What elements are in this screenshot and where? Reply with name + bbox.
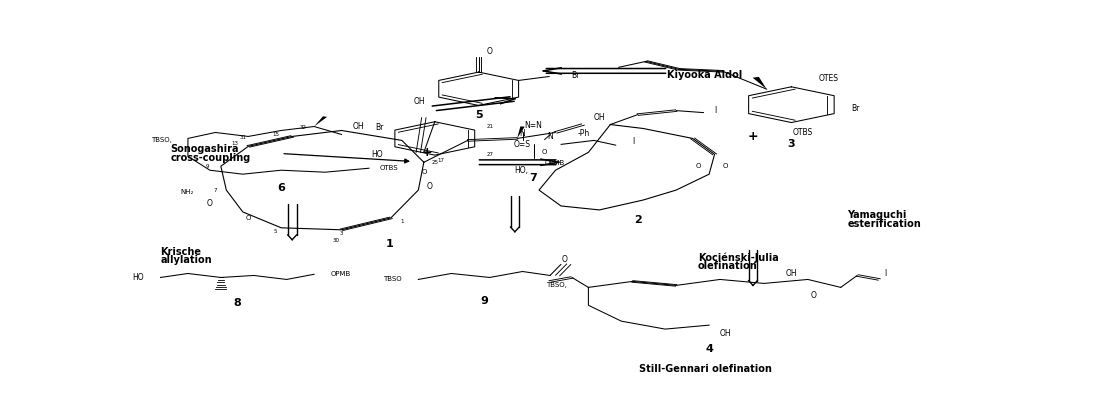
Text: 32: 32 — [299, 125, 307, 130]
Text: 17: 17 — [437, 158, 444, 163]
Text: OTBS: OTBS — [792, 128, 813, 137]
Text: NH₂: NH₂ — [180, 189, 194, 195]
Text: 30: 30 — [332, 238, 340, 243]
Text: 4: 4 — [705, 344, 713, 354]
Text: N: N — [547, 132, 553, 141]
Text: -Ph: -Ph — [578, 129, 590, 138]
Text: 7: 7 — [213, 188, 217, 192]
Text: N: N — [519, 129, 526, 138]
Text: O: O — [486, 47, 493, 56]
Text: HO: HO — [372, 150, 383, 159]
Text: O: O — [561, 255, 568, 264]
Text: 15: 15 — [272, 132, 279, 137]
Polygon shape — [517, 126, 525, 138]
Text: OH: OH — [785, 269, 798, 278]
Text: OTES: OTES — [818, 74, 839, 83]
Text: TBSO,: TBSO, — [546, 282, 566, 288]
Text: 27: 27 — [486, 152, 494, 157]
Text: OH: OH — [352, 122, 364, 131]
Text: esterification: esterification — [847, 219, 921, 229]
Polygon shape — [315, 116, 327, 126]
Text: O: O — [695, 163, 701, 169]
Text: 6: 6 — [277, 183, 285, 193]
Text: 8: 8 — [233, 298, 241, 308]
Text: +: + — [421, 146, 432, 159]
Polygon shape — [752, 77, 767, 89]
Text: 3: 3 — [788, 139, 795, 149]
Text: 9: 9 — [206, 164, 209, 169]
Text: 31: 31 — [240, 135, 246, 140]
Text: Br: Br — [375, 123, 383, 132]
Text: 1: 1 — [385, 239, 393, 249]
Text: Still-Gennari olefination: Still-Gennari olefination — [639, 364, 772, 374]
Text: allylation: allylation — [161, 255, 212, 265]
Text: 21: 21 — [486, 124, 494, 129]
Text: HO,: HO, — [514, 166, 528, 175]
Text: +: + — [748, 130, 758, 143]
Text: I: I — [632, 137, 635, 146]
Text: O: O — [421, 169, 427, 175]
Text: O: O — [723, 163, 728, 169]
Text: Sonogashira: Sonogashira — [170, 144, 239, 154]
Text: OH: OH — [594, 113, 605, 122]
Text: 7: 7 — [530, 173, 538, 183]
Text: 25: 25 — [431, 160, 438, 165]
Text: 5: 5 — [274, 229, 277, 234]
Text: I: I — [715, 106, 717, 115]
Text: TBSO,: TBSO, — [151, 138, 172, 144]
Text: O: O — [427, 182, 432, 190]
Text: Krische: Krische — [161, 247, 201, 257]
Text: 5: 5 — [475, 110, 483, 120]
Text: olefination: olefination — [698, 261, 758, 271]
Text: O: O — [811, 291, 816, 300]
Text: OTBS: OTBS — [379, 165, 398, 171]
Text: TBSO: TBSO — [383, 276, 402, 282]
Text: Yamaguchi: Yamaguchi — [847, 210, 906, 220]
Text: Br: Br — [851, 104, 860, 113]
Text: OH: OH — [414, 97, 426, 106]
Text: cross-coupling: cross-coupling — [170, 153, 251, 163]
Text: N=N: N=N — [525, 121, 542, 130]
Text: I: I — [884, 269, 887, 278]
Text: Kiyooka Aldol: Kiyooka Aldol — [668, 70, 742, 80]
Text: 1: 1 — [400, 219, 404, 224]
Text: 2: 2 — [634, 215, 641, 225]
Text: O=S: O=S — [514, 140, 531, 149]
Text: O: O — [207, 200, 212, 208]
Text: Br: Br — [571, 71, 580, 80]
Text: OPMB: OPMB — [331, 271, 351, 277]
Text: O: O — [542, 149, 547, 155]
Text: OH: OH — [719, 328, 732, 338]
Text: 9: 9 — [481, 296, 488, 306]
Text: Kociénski-Julia: Kociénski-Julia — [698, 252, 779, 263]
Text: OPMB: OPMB — [544, 160, 564, 166]
Text: 3: 3 — [340, 231, 343, 236]
Text: 13: 13 — [232, 141, 239, 146]
Text: O: O — [245, 215, 251, 221]
Text: HO: HO — [132, 273, 144, 282]
